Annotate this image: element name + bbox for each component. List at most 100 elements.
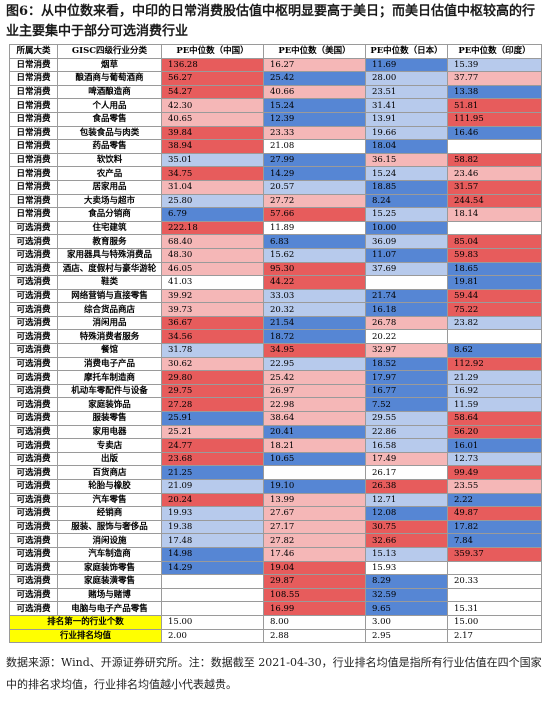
pe-cell: 32.66 (365, 533, 448, 548)
pe-cell: 32.59 (365, 587, 448, 603)
pe-cell: 37.69 (365, 261, 448, 277)
industry-cell: 啤酒酿造商 (57, 84, 162, 100)
pe-cell: 28.00 (365, 71, 448, 86)
category-cell: 日常消费 (9, 71, 58, 86)
category-cell: 日常消费 (9, 125, 58, 141)
pe-cell: 12.08 (365, 506, 448, 521)
table-row: 可选消费 家用电器 25.21 20.41 22.86 56.20 (9, 424, 542, 440)
pe-cell: 35.01 (161, 152, 264, 168)
pe-cell: 8.24 (365, 193, 448, 209)
category-cell: 可选消费 (9, 275, 58, 290)
table-row: 可选消费 消闲设施 17.48 27.82 32.66 7.84 (9, 533, 542, 548)
pe-cell: 12.73 (447, 451, 542, 467)
pe-cell: 17.49 (365, 451, 448, 467)
table-row: 可选消费 家庭装饰品 27.28 22.98 7.52 11.59 (9, 397, 542, 413)
category-cell: 日常消费 (9, 84, 58, 100)
pe-cell: 20.33 (447, 574, 542, 589)
pe-cell: 48.30 (161, 247, 264, 263)
pe-cell (161, 574, 264, 589)
pe-cell: 23.46 (447, 166, 542, 181)
pe-cell: 29.75 (161, 383, 264, 399)
pe-cell: 59.83 (447, 247, 542, 263)
summary-cell: 15.00 (447, 614, 542, 630)
pe-cell: 34.56 (161, 329, 264, 345)
pe-cell: 26.97 (263, 383, 366, 399)
pe-cell: 57.66 (263, 207, 366, 222)
pe-cell: 31.04 (161, 179, 264, 195)
pe-cell: 23.55 (447, 479, 542, 494)
pe-cell (263, 465, 366, 480)
table-row: 可选消费 家庭装饰零售 14.29 19.04 15.93 (9, 560, 542, 576)
pe-cell: 19.81 (447, 275, 542, 290)
category-cell: 可选消费 (9, 247, 58, 263)
category-cell: 日常消费 (9, 139, 58, 154)
pe-cell: 40.65 (161, 111, 264, 127)
category-cell: 可选消费 (9, 220, 58, 236)
pe-cell: 19.66 (365, 125, 448, 141)
category-cell: 可选消费 (9, 587, 58, 603)
industry-cell: 家用电器 (57, 424, 162, 440)
pe-cell: 6.79 (161, 207, 264, 222)
table-row: 日常消费 包装食品与肉类 39.84 23.33 19.66 16.46 (9, 125, 542, 141)
pe-cell: 22.98 (263, 397, 366, 413)
pe-cell: 39.73 (161, 302, 264, 317)
pe-cell: 13.91 (365, 111, 448, 127)
industry-cell: 百货商店 (57, 465, 162, 480)
summary-label: 行业排名均值 (9, 628, 162, 644)
industry-cell: 网络营销与直接零售 (57, 288, 162, 304)
summary-cell: 15.00 (161, 614, 264, 630)
pe-cell: 42.30 (161, 98, 264, 113)
pe-cell: 30.62 (161, 356, 264, 372)
pe-cell: 75.22 (447, 302, 542, 317)
pe-cell: 244.54 (447, 193, 542, 209)
industry-cell: 住宅建筑 (57, 220, 162, 236)
industry-cell: 鞋类 (57, 275, 162, 290)
pe-cell: 16.01 (447, 438, 542, 453)
pe-cell: 99.49 (447, 465, 542, 480)
pe-cell: 14.98 (161, 546, 264, 562)
pe-cell (161, 601, 264, 616)
pe-cell: 136.28 (161, 57, 264, 73)
category-cell: 日常消费 (9, 152, 58, 168)
pe-cell: 23.33 (263, 125, 366, 141)
pe-cell: 6.83 (263, 234, 366, 249)
pe-cell: 41.03 (161, 275, 264, 290)
pe-cell: 36.67 (161, 315, 264, 331)
industry-cell: 专卖店 (57, 438, 162, 453)
pe-cell: 59.44 (447, 288, 542, 304)
category-cell: 日常消费 (9, 111, 58, 127)
table-row: 可选消费 餐馆 31.78 34.95 32.97 8.62 (9, 343, 542, 358)
category-cell: 日常消费 (9, 193, 58, 209)
pe-cell: 8.62 (447, 343, 542, 358)
industry-cell: 个人用品 (57, 98, 162, 113)
pe-cell: 23.68 (161, 451, 264, 467)
pe-cell: 44.22 (263, 275, 366, 290)
pe-cell: 12.71 (365, 492, 448, 508)
pe-cell: 17.97 (365, 370, 448, 385)
category-cell: 可选消费 (9, 261, 58, 277)
pe-cell: 95.30 (263, 261, 366, 277)
pe-cell: 29.80 (161, 370, 264, 385)
pe-cell: 16.99 (263, 601, 366, 616)
table-row: 可选消费 酒店、度假村与豪华游轮 46.05 95.30 37.69 18.65 (9, 261, 542, 277)
pe-cell: 19.38 (161, 519, 264, 535)
industry-cell: 食品分销商 (57, 207, 162, 222)
pe-cell: 27.72 (263, 193, 366, 209)
pe-cell: 36.15 (365, 152, 448, 168)
table-row: 日常消费 大卖场与超市 25.80 27.72 8.24 244.54 (9, 193, 542, 209)
table-row: 日常消费 居家用品 31.04 20.57 18.85 31.57 (9, 179, 542, 195)
industry-cell: 消闲设施 (57, 533, 162, 548)
category-cell: 日常消费 (9, 166, 58, 181)
industry-cell: 消闲用品 (57, 315, 162, 331)
pe-cell: 13.38 (447, 84, 542, 100)
industry-cell: 酿酒商与葡萄酒商 (57, 71, 162, 86)
pe-cell: 34.75 (161, 166, 264, 181)
pe-cell: 25.42 (263, 370, 366, 385)
header-cell: PE中位数（中国） (161, 44, 264, 59)
pe-cell: 19.04 (263, 560, 366, 576)
header-cell: 所属大类 (9, 44, 58, 59)
category-cell: 可选消费 (9, 451, 58, 467)
pe-cell: 18.72 (263, 329, 366, 345)
category-cell: 日常消费 (9, 57, 58, 73)
pe-cell: 20.24 (161, 492, 264, 508)
